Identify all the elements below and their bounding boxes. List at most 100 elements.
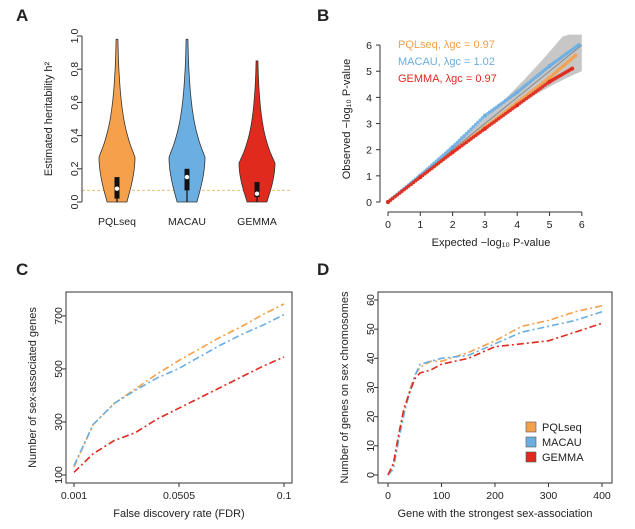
qq-point-macau <box>576 43 581 48</box>
y-axis-title: Estimated heritability h² <box>43 62 55 177</box>
line-gemma <box>73 356 285 473</box>
median-pqlseq <box>114 186 120 191</box>
legend-entry-macau: MACAU <box>542 437 582 449</box>
legend-entry-gemma: GEMMA <box>542 452 584 464</box>
legend-swatch-gemma <box>525 451 537 463</box>
d-x-tick-label: 300 <box>540 490 558 502</box>
d-x-tick-label: 400 <box>593 490 611 502</box>
qq-point-macau <box>464 131 469 136</box>
qq-point-pqlseq <box>547 75 552 80</box>
qq-point-macau <box>471 125 476 129</box>
qq-point-macau <box>515 90 520 95</box>
c-x-tick-label: 0.1 <box>277 490 292 502</box>
panel-b: B 0 1 2 3 4 5 6 0 1 2 3 4 5 6 Expected −log₁₀ P-value Ob… <box>317 6 585 249</box>
b-x-tick-label: 5 <box>547 219 553 231</box>
qq-point-macau <box>460 136 464 140</box>
median-gemma <box>254 191 260 196</box>
legend-entry-pqlseq: PQLseq, λgc = 0.97 <box>398 39 495 51</box>
b-y-tick-label: 2 <box>366 145 372 157</box>
panel-letter: C <box>16 260 28 279</box>
a-y-tick-label: 1.0 <box>69 29 81 44</box>
d-x-tick-label: 200 <box>486 490 504 502</box>
qq-point-gemma <box>450 150 455 155</box>
qq-point-macau <box>462 134 466 138</box>
median-macau <box>184 174 190 180</box>
d-y-tick-label: 60 <box>365 294 377 306</box>
panel-d: D 0 100 200 300 400 0 10 20 30 40 50 60 Gene with the… <box>317 260 613 520</box>
qq-point-macau <box>547 64 552 68</box>
box-gemma <box>254 182 260 198</box>
a-y-tick-label: 0.0 <box>69 195 81 210</box>
c-y-tick-label: 500 <box>53 360 65 378</box>
b-x-tick-label: 3 <box>482 219 488 231</box>
a-y-tick-label: 0.6 <box>69 95 81 110</box>
violin-gemma <box>238 60 276 203</box>
b-x-tick-label: 0 <box>385 219 391 231</box>
box-macau <box>184 168 190 191</box>
c-y-tick-label: 100 <box>53 466 65 484</box>
b-x-tick-label: 6 <box>579 219 585 231</box>
c-y-tick-label: 700 <box>53 307 65 325</box>
c-x-tick-label: 0.0505 <box>163 490 195 502</box>
a-y-tick-label: 0.4 <box>69 128 81 143</box>
d-y-tick-label: 0 <box>365 472 377 478</box>
category-label-macau: MACAU <box>168 216 206 228</box>
b-y-tick-label: 0 <box>366 197 372 209</box>
panel-a: A PQLseq MACAU GEMMA 0.0 0.2 0.4 0.6 0.8 1.0 Estim… <box>16 6 292 228</box>
qq-point-gemma <box>418 175 423 180</box>
y-axis-title: Number of genes on sex chromosomes <box>339 291 351 483</box>
line-pqlseq <box>73 303 285 468</box>
d-y-tick-label: 40 <box>365 352 377 364</box>
qq-point-macau <box>457 138 462 143</box>
qq-point-macau <box>482 113 487 118</box>
legend-entry-pqlseq: PQLseq <box>542 422 582 434</box>
legend-entry-gemma: GEMMA, λgc = 0.97 <box>398 73 497 85</box>
d-y-tick-label: 10 <box>365 440 377 452</box>
legend-entry-macau: MACAU, λgc = 1.02 <box>398 56 495 68</box>
qq-point-macau <box>469 127 473 131</box>
line-gemma <box>387 322 603 476</box>
line-macau <box>73 313 285 467</box>
qq-point-macau <box>466 129 471 134</box>
d-x-tick-label: 0 <box>385 490 391 502</box>
qq-point-gemma <box>570 66 575 71</box>
d-x-tick-label: 100 <box>433 490 451 502</box>
qq-point-pqlseq <box>573 53 578 58</box>
confidence-band <box>388 34 582 202</box>
c-y-tick-label: 300 <box>53 413 65 431</box>
x-axis-title: Expected −log₁₀ P-value <box>432 237 551 249</box>
qq-point-gemma <box>482 126 487 131</box>
qq-point-gemma <box>515 103 520 108</box>
b-y-tick-label: 1 <box>366 171 372 183</box>
qq-point-gemma <box>386 200 390 204</box>
c-x-tick-label: 0.001 <box>61 490 87 502</box>
d-y-tick-label: 50 <box>365 323 377 335</box>
line-macau <box>387 310 603 476</box>
qq-point-macau <box>473 122 478 127</box>
b-y-tick-label: 5 <box>366 66 372 78</box>
line-pqlseq <box>387 305 603 476</box>
a-y-tick-label: 0.8 <box>69 62 81 77</box>
panel-letter: A <box>16 6 28 25</box>
d-y-tick-label: 20 <box>365 411 377 423</box>
qq-point-macau <box>455 140 460 145</box>
violin-pqlseq <box>98 38 136 203</box>
legend-swatch-pqlseq <box>525 421 537 433</box>
b-y-tick-label: 4 <box>366 92 372 104</box>
x-axis-title: False discovery rate (FDR) <box>113 508 244 520</box>
qq-point-macau <box>450 145 455 150</box>
d-y-tick-label: 30 <box>365 382 377 394</box>
a-y-tick-label: 0.2 <box>69 161 81 176</box>
category-label-gemma: GEMMA <box>237 216 277 228</box>
panel-letter: B <box>317 6 329 25</box>
qq-point-macau <box>476 120 480 125</box>
panel-letter: D <box>317 260 329 279</box>
violin-macau <box>168 38 206 203</box>
b-x-tick-label: 2 <box>450 219 456 231</box>
legend-swatch-macau <box>525 436 537 448</box>
category-label-pqlseq: PQLseq <box>98 216 136 228</box>
b-y-tick-label: 6 <box>366 40 372 52</box>
b-y-tick-label: 3 <box>366 119 372 131</box>
y-axis-title: Observed −log₁₀ P-value <box>341 59 353 179</box>
